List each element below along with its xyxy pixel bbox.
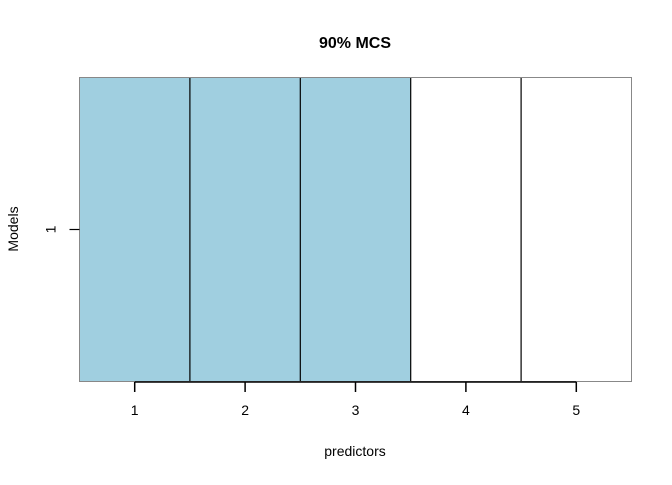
y-axis-label: Models xyxy=(5,206,21,251)
cells xyxy=(79,77,632,382)
x-tick-label: 2 xyxy=(241,402,249,418)
x-tick-label: 1 xyxy=(131,402,139,418)
y-tick-label: 1 xyxy=(43,225,59,233)
y-axis: 1 xyxy=(43,225,80,233)
x-axis-label: predictors xyxy=(324,443,385,459)
chart-title: 90% MCS xyxy=(319,35,391,52)
cell-model-1-predictor-2 xyxy=(189,77,301,382)
cell-model-1-predictor-1 xyxy=(79,77,190,382)
cell-model-1-predictor-4 xyxy=(410,77,522,382)
x-tick-label: 3 xyxy=(352,402,360,418)
x-tick-label: 5 xyxy=(572,402,580,418)
cell-model-1-predictor-5 xyxy=(521,77,632,382)
cell-model-1-predictor-3 xyxy=(300,77,411,382)
x-axis: 1 2 3 4 5 xyxy=(131,381,580,418)
x-tick-label: 4 xyxy=(462,402,470,418)
